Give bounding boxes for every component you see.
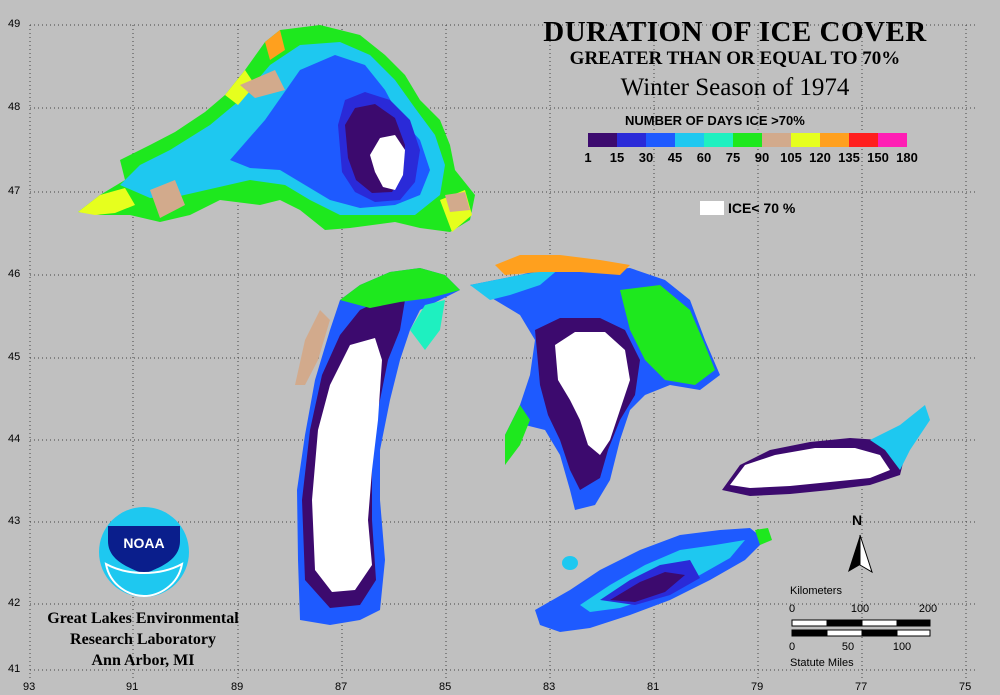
- map-title: DURATION OF ICE COVER: [543, 16, 927, 48]
- legend-swatch: [588, 133, 617, 147]
- legend-swatch: [762, 133, 791, 147]
- scale-mi-tick: 50: [841, 641, 855, 653]
- legend-swatch: [675, 133, 704, 147]
- latitude-label: 48: [8, 101, 21, 113]
- latitude-label: 49: [8, 18, 21, 30]
- graticule-grid: [29, 24, 975, 680]
- scale-mi-tick: 100: [892, 641, 912, 653]
- longitude-label: 89: [231, 681, 244, 693]
- longitude-label: 81: [647, 681, 660, 693]
- noaa-logo-text: NOAA: [123, 535, 164, 551]
- scale-bar: [791, 619, 931, 637]
- scale-km-tick: 100: [850, 603, 870, 615]
- legend-swatch: [791, 133, 820, 147]
- map-subtitle: GREATER THAN OR EQUAL TO 70%: [569, 48, 901, 69]
- legend-swatch: [878, 133, 907, 147]
- longitude-label: 85: [439, 681, 452, 693]
- season-label: Winter Season of 1974: [620, 74, 850, 101]
- longitude-label: 91: [126, 681, 139, 693]
- ice-legend-swatch: [700, 201, 724, 215]
- longitude-label: 77: [855, 681, 868, 693]
- legend-swatch: [849, 133, 878, 147]
- legend-title: NUMBER OF DAYS ICE >70%: [625, 113, 805, 128]
- longitude-label: 75: [959, 681, 972, 693]
- legend-swatch: [646, 133, 675, 147]
- legend-tick-label: 30: [638, 150, 654, 165]
- legend-tick-label: 180: [896, 150, 918, 165]
- longitude-label: 87: [335, 681, 348, 693]
- legend-tick-label: 135: [838, 150, 860, 165]
- legend-swatch: [617, 133, 646, 147]
- latitude-label: 42: [8, 597, 21, 609]
- legend-tick-label: 120: [809, 150, 831, 165]
- legend-color-bar: [588, 133, 907, 147]
- lake-superior: [78, 25, 475, 232]
- legend-tick-label: 60: [696, 150, 712, 165]
- legend-tick-label: 15: [609, 150, 625, 165]
- lake-st-clair: [562, 556, 578, 570]
- org-line-3: Ann Arbor, MI: [91, 652, 195, 669]
- lake-michigan: [295, 268, 460, 625]
- legend-tick-label: 1: [584, 150, 592, 165]
- longitude-label: 93: [23, 681, 36, 693]
- scale-km-tick: 0: [788, 603, 796, 615]
- legend-tick-label: 75: [725, 150, 741, 165]
- legend-tick-label: 150: [867, 150, 889, 165]
- noaa-logo: NOAA: [99, 507, 189, 598]
- organization-name: Great Lakes Environmental Research Labor…: [18, 608, 268, 671]
- legend-swatch: [733, 133, 762, 147]
- legend-tick-label: 45: [667, 150, 683, 165]
- north-arrow: [848, 534, 873, 574]
- latitude-label: 44: [8, 433, 21, 445]
- org-line-2: Research Laboratory: [70, 631, 216, 648]
- scale-km-tick: 200: [918, 603, 938, 615]
- scale-km-label: Kilometers: [790, 585, 842, 597]
- longitude-label: 83: [543, 681, 556, 693]
- lake-ontario: [722, 405, 930, 496]
- north-label: N: [852, 512, 863, 528]
- org-line-1: Great Lakes Environmental: [47, 610, 239, 627]
- legend-swatch: [820, 133, 849, 147]
- latitude-label: 46: [8, 268, 21, 280]
- legend-tick-label: 105: [780, 150, 802, 165]
- lake-huron: [470, 255, 720, 510]
- latitude-label: 47: [8, 185, 21, 197]
- scale-mi-tick: 0: [788, 641, 796, 653]
- ice-legend-label: ICE< 70 %: [728, 200, 796, 216]
- scale-mi-label: Statute Miles: [790, 657, 854, 669]
- longitude-label: 79: [751, 681, 764, 693]
- latitude-label: 43: [8, 515, 21, 527]
- latitude-label: 45: [8, 351, 21, 363]
- latitude-label: 41: [8, 663, 21, 675]
- lake-erie: [535, 528, 772, 632]
- legend-tick-label: 90: [754, 150, 770, 165]
- legend-ticks: 1 15 30 45 60 75 90 105 120 135 150 180: [575, 150, 945, 166]
- legend-swatch: [704, 133, 733, 147]
